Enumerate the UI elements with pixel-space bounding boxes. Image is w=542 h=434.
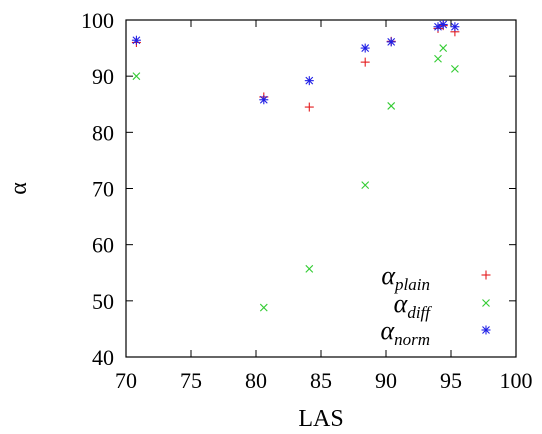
data-point-diff [439,44,448,52]
legend-marker-norm [481,325,491,335]
x-tick-label: 80 [245,368,267,393]
legend-label-diff: αdiff [394,289,433,322]
y-tick-label: 50 [92,289,114,314]
x-tick-label: 70 [115,368,137,393]
plot-frame [125,19,517,358]
data-point-norm [360,43,370,53]
data-point-norm [386,37,396,47]
x-axis-label: LAS [298,406,343,432]
data-point-diff [434,54,442,63]
data-point-diff [259,303,268,312]
x-tick-label: 85 [310,368,332,393]
data-point-norm [131,35,141,45]
data-point-norm [259,95,269,105]
y-tick-label: 90 [92,64,114,89]
data-point-diff [305,264,314,273]
x-tick-label: 100 [500,368,533,393]
data-point-norm [450,22,460,32]
legend-marker-diff [482,299,490,307]
data-point-plain [304,102,314,112]
y-tick-label: 100 [81,8,114,33]
data-point-diff [451,64,459,73]
data-point-norm [304,76,314,86]
data-point-norm [438,19,448,29]
y-tick-label: 70 [92,177,114,202]
legend-label-plain: αplain [381,261,430,294]
y-tick-label: 60 [92,233,114,258]
y-tick-label: 80 [92,120,114,145]
x-tick-label: 95 [440,368,462,393]
data-point-plain [360,57,370,67]
y-tick-label: 40 [92,345,114,370]
data-point-diff [387,102,396,110]
x-tick-label: 75 [180,368,202,393]
data-point-diff [132,72,141,81]
legend-marker-plain [481,270,491,280]
legend-label-norm: αnorm [380,316,430,349]
data-point-diff [361,181,370,190]
x-tick-label: 90 [375,368,397,393]
y-axis-label: α [6,182,32,195]
